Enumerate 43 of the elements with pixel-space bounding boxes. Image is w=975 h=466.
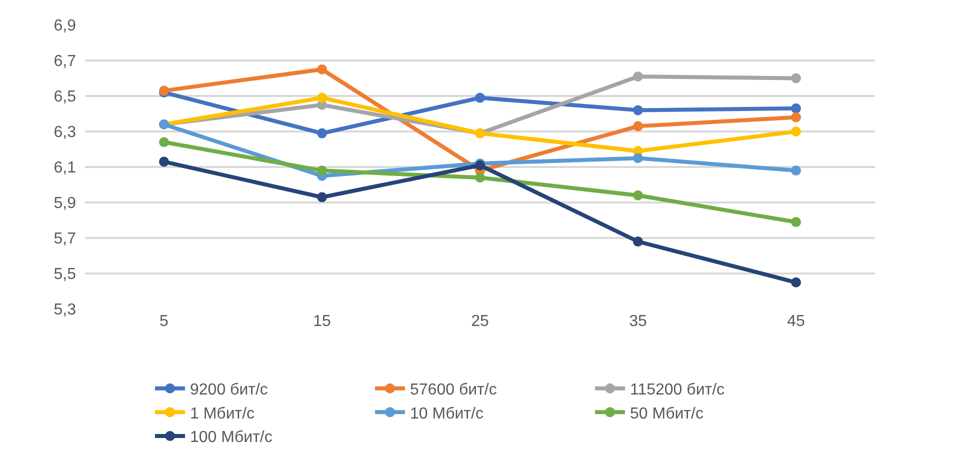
y-tick-label: 6,9 [54, 18, 76, 35]
point [791, 166, 801, 176]
y-tick-label: 6,3 [54, 124, 76, 142]
point [633, 71, 643, 82]
x-tick-label: 25 [471, 313, 489, 330]
x-tick-label: 35 [629, 313, 647, 330]
point [317, 166, 327, 176]
y-tick-label: 5,7 [54, 230, 76, 248]
x-tick-label: 5 [160, 313, 169, 330]
point [475, 92, 485, 103]
point [317, 92, 327, 103]
point [475, 172, 485, 183]
y-tick-label: 6,1 [54, 160, 76, 177]
point [791, 126, 801, 136]
legend-label: 115200 бит/с [630, 382, 725, 399]
point [791, 73, 801, 84]
legend-label: 9200 бит/с [190, 382, 268, 399]
point [633, 153, 643, 164]
point [633, 121, 643, 132]
x-tick-label: 45 [787, 313, 805, 330]
point [633, 190, 643, 200]
point [317, 64, 327, 74]
legend-label: 100 Мбит/с [190, 429, 272, 446]
point [791, 103, 801, 114]
y-tick-label: 6,7 [54, 53, 76, 70]
y-tick-label: 5,9 [54, 195, 76, 212]
legend-label: 1 Мбит/с [190, 405, 255, 422]
legend-label: 10 Мбит/с [410, 405, 484, 422]
y-tick-label: 6,5 [54, 88, 76, 106]
x-tick-label: 15 [313, 313, 331, 330]
point [317, 192, 327, 202]
y-tick-label: 5,5 [54, 266, 76, 284]
y-tick-label: 5,3 [54, 302, 76, 319]
point [159, 137, 169, 148]
point [633, 105, 643, 116]
legend-label: 50 Мбит/с [630, 405, 704, 422]
point [791, 112, 801, 122]
point [317, 128, 327, 138]
point [633, 236, 643, 247]
point [791, 277, 801, 288]
point [791, 217, 801, 228]
point [159, 156, 169, 167]
legend-label: 57600 бит/с [410, 382, 497, 399]
